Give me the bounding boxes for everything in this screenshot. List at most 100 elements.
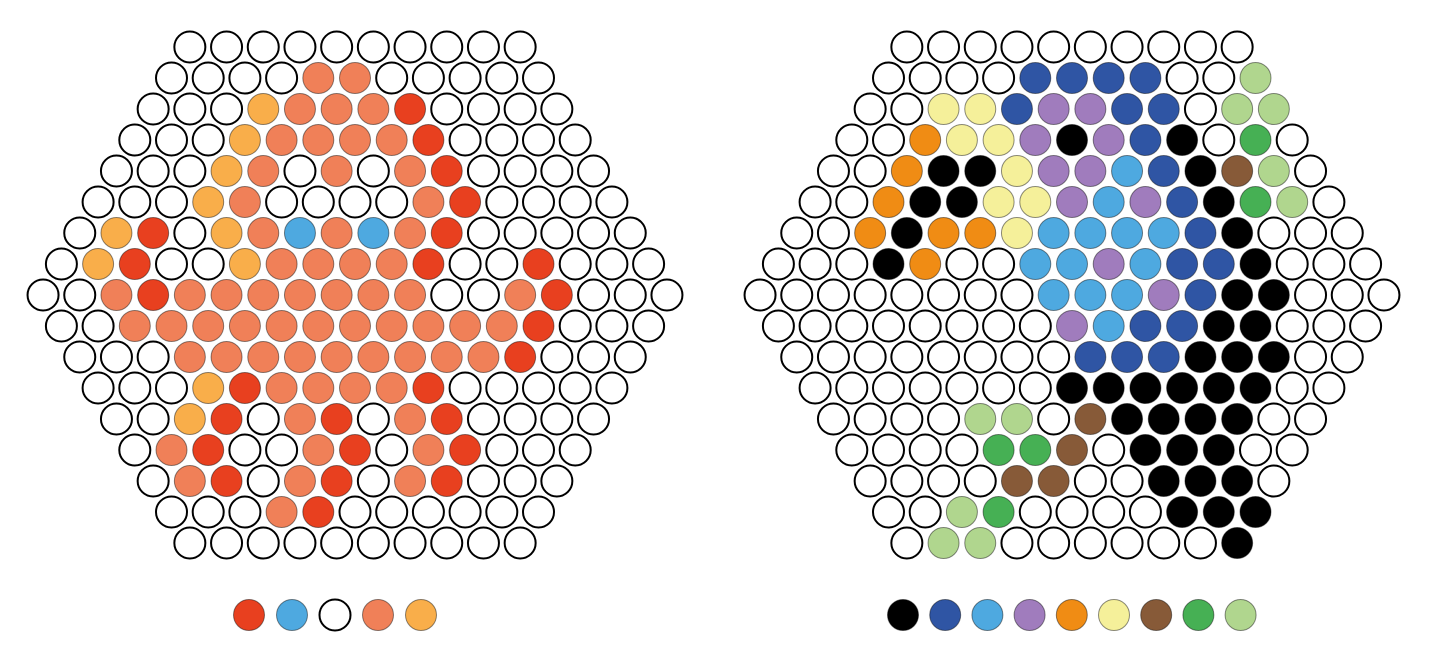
- palette-swatch: [1098, 599, 1130, 631]
- bead: [155, 310, 188, 342]
- bead: [908, 371, 942, 405]
- bead: [1111, 93, 1144, 125]
- bead: [412, 124, 445, 156]
- bead: [1166, 496, 1199, 528]
- bead: [1312, 309, 1346, 343]
- bead: [356, 30, 390, 64]
- palette-swatch: [318, 598, 352, 632]
- bead: [1018, 371, 1052, 405]
- bead: [1074, 93, 1107, 125]
- bead: [1221, 279, 1254, 311]
- bead: [890, 340, 924, 374]
- bead: [1000, 30, 1034, 64]
- bead: [522, 495, 555, 529]
- bead: [1294, 402, 1328, 436]
- bead: [246, 464, 280, 498]
- bead: [246, 30, 280, 64]
- palette-swatch: [362, 599, 394, 631]
- bead: [798, 247, 832, 281]
- bead: [1184, 465, 1217, 497]
- bead: [1257, 93, 1290, 125]
- bead: [100, 279, 133, 311]
- bead: [247, 93, 280, 125]
- bead: [872, 495, 905, 529]
- bead: [1092, 495, 1126, 529]
- bead: [1275, 247, 1309, 281]
- bead: [540, 92, 574, 126]
- bead: [1221, 155, 1254, 187]
- bead: [1221, 527, 1254, 559]
- bead: [503, 30, 537, 64]
- bead: [1202, 248, 1235, 280]
- bead: [136, 464, 170, 498]
- bead: [1330, 216, 1364, 250]
- bead: [1129, 434, 1162, 466]
- bead: [228, 186, 261, 218]
- bead: [872, 61, 905, 95]
- bead: [1147, 526, 1181, 560]
- bead: [1092, 62, 1125, 94]
- bead: [1037, 402, 1071, 436]
- bead: [1147, 279, 1180, 311]
- bead: [1037, 279, 1070, 311]
- bead: [982, 124, 1015, 156]
- bead: [1018, 495, 1052, 529]
- bead: [1074, 341, 1107, 373]
- bead: [835, 309, 869, 343]
- bead: [1239, 186, 1272, 218]
- bead: [964, 155, 997, 187]
- bead: [540, 402, 574, 436]
- palette-swatch: [276, 599, 308, 631]
- bead: [375, 433, 409, 467]
- bead: [302, 372, 335, 404]
- bead: [155, 185, 188, 219]
- bead: [558, 185, 592, 219]
- bead: [430, 278, 464, 312]
- bead: [1221, 93, 1254, 125]
- bead: [835, 123, 869, 157]
- bead: [522, 248, 555, 280]
- bead: [192, 310, 225, 342]
- bead: [1128, 495, 1162, 529]
- bead: [1275, 309, 1309, 343]
- bead: [1221, 403, 1254, 435]
- bead: [816, 402, 850, 436]
- bead: [192, 434, 225, 466]
- bead: [835, 247, 869, 281]
- bead: [81, 185, 115, 219]
- bead: [247, 155, 280, 187]
- bead: [339, 372, 371, 404]
- bead: [558, 247, 592, 281]
- bead: [1330, 278, 1364, 312]
- bead: [1074, 155, 1107, 187]
- bead: [982, 496, 1015, 528]
- bead: [540, 340, 574, 374]
- bead: [1166, 124, 1199, 156]
- bead: [1257, 464, 1291, 498]
- bead: [1092, 433, 1126, 467]
- bead: [449, 186, 482, 218]
- bead: [1276, 186, 1309, 218]
- bead: [356, 154, 390, 188]
- bead: [890, 402, 924, 436]
- bead: [1239, 124, 1272, 156]
- bead: [503, 92, 537, 126]
- bead: [82, 248, 115, 280]
- palette-swatch: [1182, 599, 1215, 631]
- bead: [853, 92, 887, 126]
- bead: [1056, 124, 1088, 156]
- bead: [283, 465, 316, 497]
- palette-swatch: [929, 599, 962, 631]
- bead: [191, 247, 225, 281]
- bead: [1367, 278, 1401, 312]
- right-color-palette: [887, 599, 1257, 631]
- bead: [909, 124, 942, 156]
- bead: [466, 526, 500, 560]
- bead: [1166, 434, 1199, 466]
- bead: [192, 372, 225, 404]
- bead: [503, 154, 537, 188]
- palette-swatch: [1140, 599, 1173, 631]
- bead: [302, 62, 335, 94]
- bead: [1111, 217, 1144, 249]
- bead: [430, 465, 463, 497]
